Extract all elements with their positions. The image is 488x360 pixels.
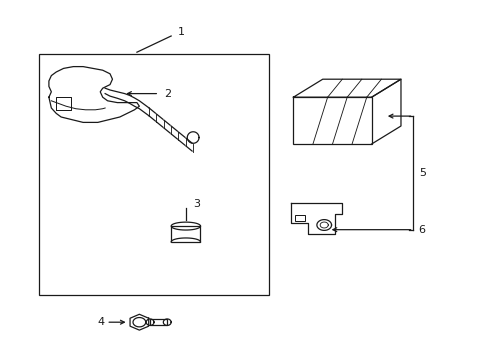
Text: 1: 1 — [177, 27, 184, 37]
Text: 6: 6 — [417, 225, 424, 235]
Bar — [150, 319, 167, 325]
Text: 2: 2 — [163, 89, 171, 99]
Text: 4: 4 — [98, 317, 104, 327]
Bar — [294, 215, 304, 221]
Text: 3: 3 — [193, 199, 200, 209]
Text: 5: 5 — [418, 168, 425, 178]
Bar — [39, 54, 268, 295]
Bar — [171, 226, 200, 242]
Bar — [293, 97, 371, 144]
